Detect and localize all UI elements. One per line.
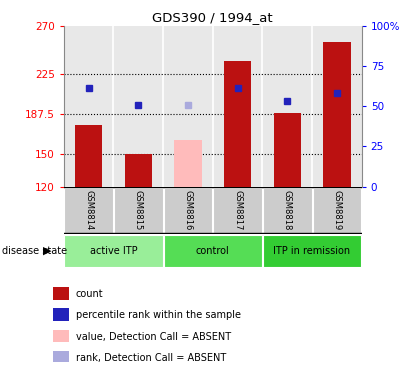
FancyBboxPatch shape (263, 235, 361, 266)
FancyBboxPatch shape (164, 235, 262, 266)
Text: GSM8815: GSM8815 (134, 190, 143, 231)
FancyBboxPatch shape (213, 188, 262, 233)
Text: GSM8819: GSM8819 (332, 190, 342, 231)
Bar (174, 141, 201, 187)
Text: active ITP: active ITP (90, 246, 137, 256)
Text: GSM8817: GSM8817 (233, 190, 242, 231)
Bar (274, 113, 301, 187)
Bar (75, 126, 102, 187)
Text: ▶: ▶ (43, 246, 52, 256)
Text: GSM8818: GSM8818 (283, 190, 292, 231)
FancyBboxPatch shape (312, 188, 361, 233)
Title: GDS390 / 1994_at: GDS390 / 1994_at (152, 11, 273, 25)
Bar (125, 154, 152, 187)
Text: control: control (196, 246, 230, 256)
Text: count: count (76, 289, 103, 299)
FancyBboxPatch shape (64, 188, 113, 233)
FancyBboxPatch shape (114, 188, 162, 233)
Text: disease state: disease state (2, 246, 67, 256)
Bar (224, 61, 251, 187)
FancyBboxPatch shape (164, 188, 212, 233)
Bar (323, 42, 351, 187)
Text: GSM8816: GSM8816 (183, 190, 192, 231)
Text: percentile rank within the sample: percentile rank within the sample (76, 310, 240, 320)
Text: rank, Detection Call = ABSENT: rank, Detection Call = ABSENT (76, 353, 226, 363)
Text: value, Detection Call = ABSENT: value, Detection Call = ABSENT (76, 332, 231, 342)
Bar (53, 351, 69, 364)
FancyBboxPatch shape (263, 188, 312, 233)
Bar (53, 330, 69, 343)
Bar (53, 308, 69, 321)
Bar (53, 287, 69, 299)
Text: GSM8814: GSM8814 (84, 190, 93, 231)
Text: ITP in remission: ITP in remission (273, 246, 351, 256)
FancyBboxPatch shape (64, 235, 162, 266)
